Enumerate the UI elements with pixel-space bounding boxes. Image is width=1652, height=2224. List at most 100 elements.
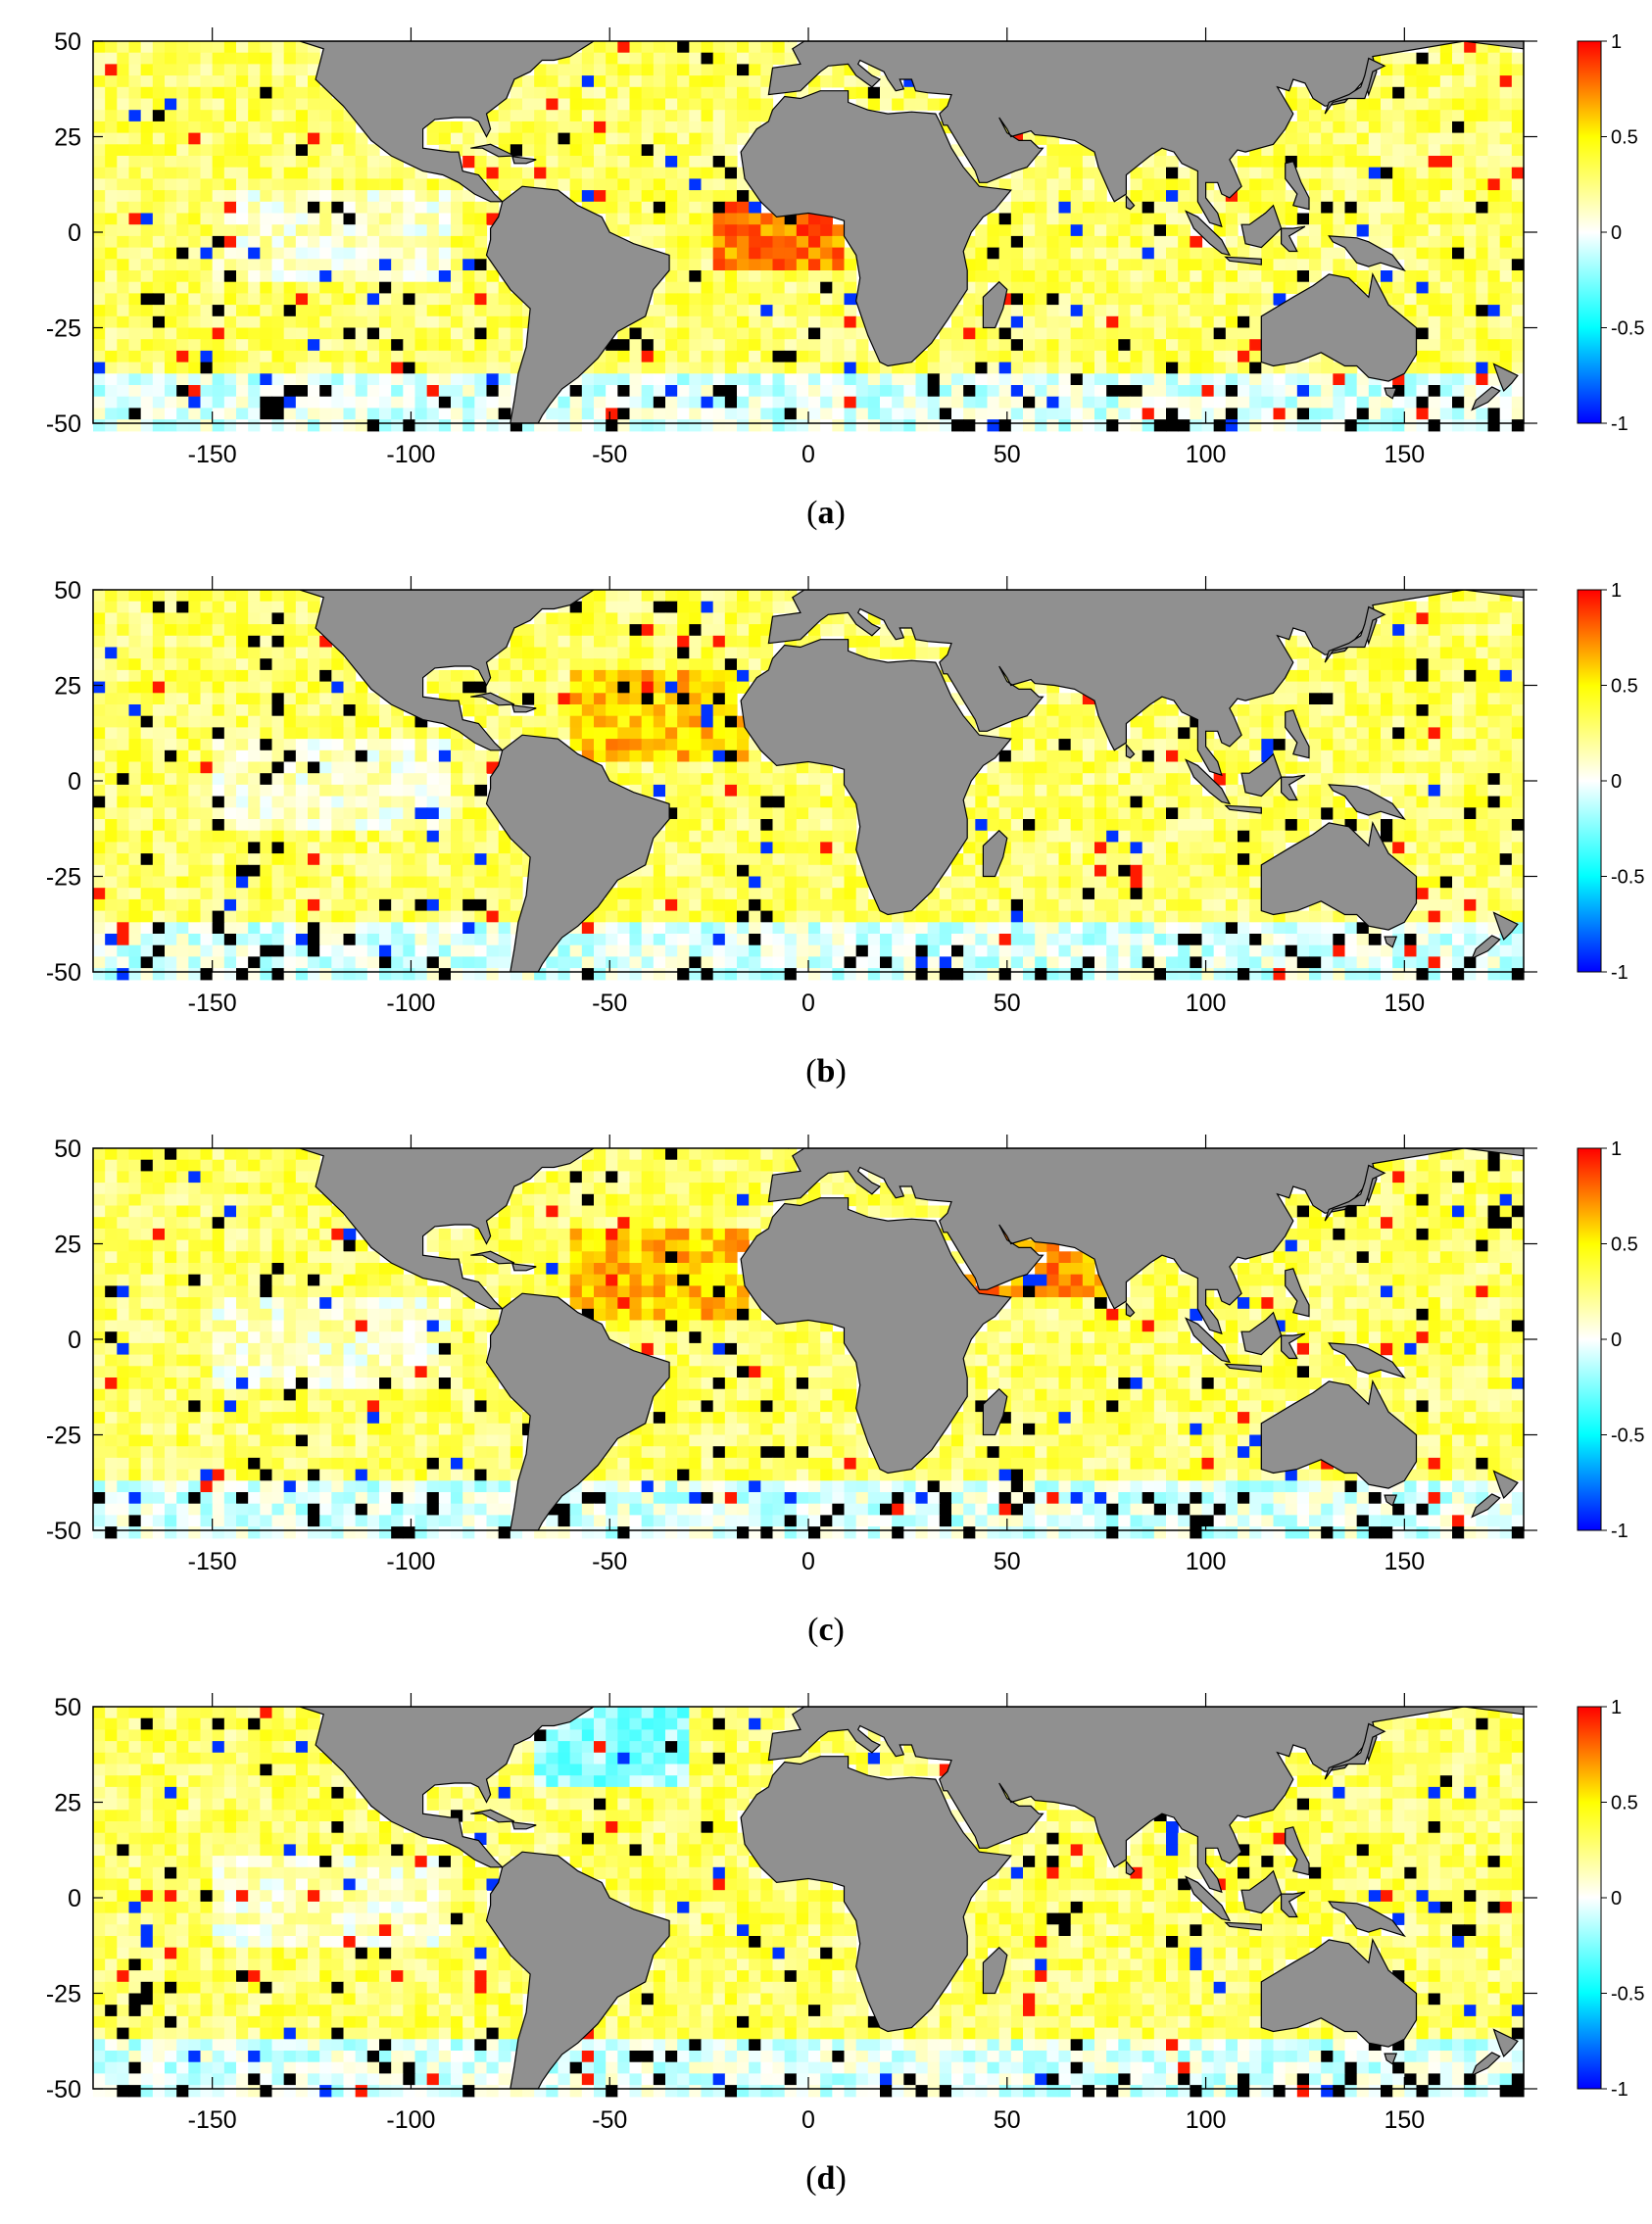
grid-cell	[128, 419, 142, 432]
grid-cell	[1166, 796, 1179, 808]
grid-cell	[223, 167, 237, 179]
grid-cell	[1213, 201, 1227, 215]
grid-cell	[414, 247, 428, 260]
grid-cell	[165, 704, 177, 717]
grid-cell	[1106, 327, 1119, 340]
grid-cell	[1094, 761, 1107, 774]
grid-cell	[271, 761, 285, 774]
grid-cell	[1046, 167, 1060, 179]
grid-cell	[188, 293, 202, 306]
grid-cell	[701, 213, 714, 225]
grid-cell	[749, 305, 761, 317]
grid-cell	[569, 612, 583, 625]
grid-cell	[271, 156, 285, 169]
grid-cell	[760, 281, 774, 294]
grid-cell	[689, 658, 703, 671]
grid-cell	[749, 259, 761, 271]
grid-cell	[677, 842, 690, 854]
grid-cell	[1273, 259, 1287, 271]
grid-cell	[1381, 681, 1393, 694]
grid-cell	[1082, 853, 1095, 866]
grid-cell	[1368, 98, 1382, 111]
grid-cell	[1046, 156, 1060, 169]
grid-cell	[260, 247, 273, 260]
grid-cell	[128, 52, 142, 65]
grid-cell	[140, 121, 154, 134]
grid-cell	[1499, 749, 1513, 763]
grid-cell	[212, 178, 225, 191]
grid-cell	[295, 178, 309, 191]
grid-cell	[391, 853, 404, 866]
grid-cell	[391, 305, 404, 317]
grid-cell	[665, 281, 678, 294]
grid-cell	[1511, 784, 1525, 798]
grid-cell	[629, 681, 643, 694]
grid-cell	[737, 98, 750, 111]
grid-cell	[117, 590, 130, 603]
grid-cell	[1249, 739, 1262, 751]
grid-cell	[355, 259, 368, 271]
grid-cell	[1511, 739, 1525, 751]
grid-cell	[1476, 601, 1489, 613]
grid-cell	[1153, 727, 1167, 740]
grid-cell	[1082, 704, 1095, 717]
grid-cell	[1273, 704, 1287, 717]
grid-cell	[1261, 408, 1275, 420]
grid-cell	[1046, 327, 1060, 340]
grid-cell	[212, 373, 225, 386]
grid-cell	[1487, 315, 1501, 329]
grid-cell	[1023, 293, 1036, 306]
grid-cell	[1142, 305, 1155, 317]
grid-cell	[140, 727, 154, 740]
grid-cell	[1404, 293, 1418, 306]
grid-cell	[128, 864, 142, 878]
grid-cell	[486, 293, 500, 306]
grid-cell	[152, 601, 166, 613]
grid-cell	[152, 167, 166, 179]
grid-cell	[1273, 727, 1287, 740]
grid-cell	[200, 658, 214, 671]
grid-cell	[1356, 98, 1370, 111]
grid-cell	[1023, 270, 1036, 283]
grid-cell	[426, 327, 440, 340]
grid-cell	[474, 761, 488, 774]
grid-cell	[867, 362, 881, 374]
grid-cell	[581, 635, 595, 649]
grid-cell	[987, 408, 1000, 420]
grid-cell	[1225, 247, 1239, 260]
grid-cell	[403, 235, 416, 249]
grid-cell	[701, 635, 714, 649]
grid-cell	[1404, 98, 1418, 111]
grid-cell	[724, 761, 738, 774]
grid-cell	[724, 739, 738, 751]
grid-cell	[1499, 281, 1513, 294]
grid-cell	[689, 235, 703, 249]
grid-cell	[1404, 247, 1418, 260]
grid-cell	[606, 693, 618, 705]
grid-cell	[1046, 853, 1060, 866]
grid-cell	[295, 853, 309, 866]
grid-cell	[1070, 819, 1084, 832]
grid-cell	[1356, 213, 1370, 225]
grid-cell	[236, 727, 249, 740]
grid-cell	[1130, 761, 1143, 774]
grid-cell	[1416, 305, 1430, 317]
grid-cell	[617, 121, 631, 134]
grid-cell	[558, 612, 571, 625]
grid-cell	[963, 305, 976, 317]
grid-cell	[1344, 715, 1358, 728]
grid-cell	[128, 807, 142, 820]
grid-cell	[105, 293, 118, 306]
grid-cell	[236, 190, 249, 203]
grid-cell	[1428, 98, 1441, 111]
grid-cell	[1344, 167, 1358, 179]
grid-cell	[355, 270, 368, 283]
grid-cell	[1249, 362, 1262, 374]
grid-cell	[140, 830, 154, 843]
grid-cell	[1368, 167, 1382, 179]
grid-cell	[1285, 385, 1298, 398]
grid-cell	[629, 408, 643, 420]
grid-cell	[438, 669, 452, 683]
grid-cell	[93, 842, 106, 854]
grid-cell	[152, 624, 166, 637]
